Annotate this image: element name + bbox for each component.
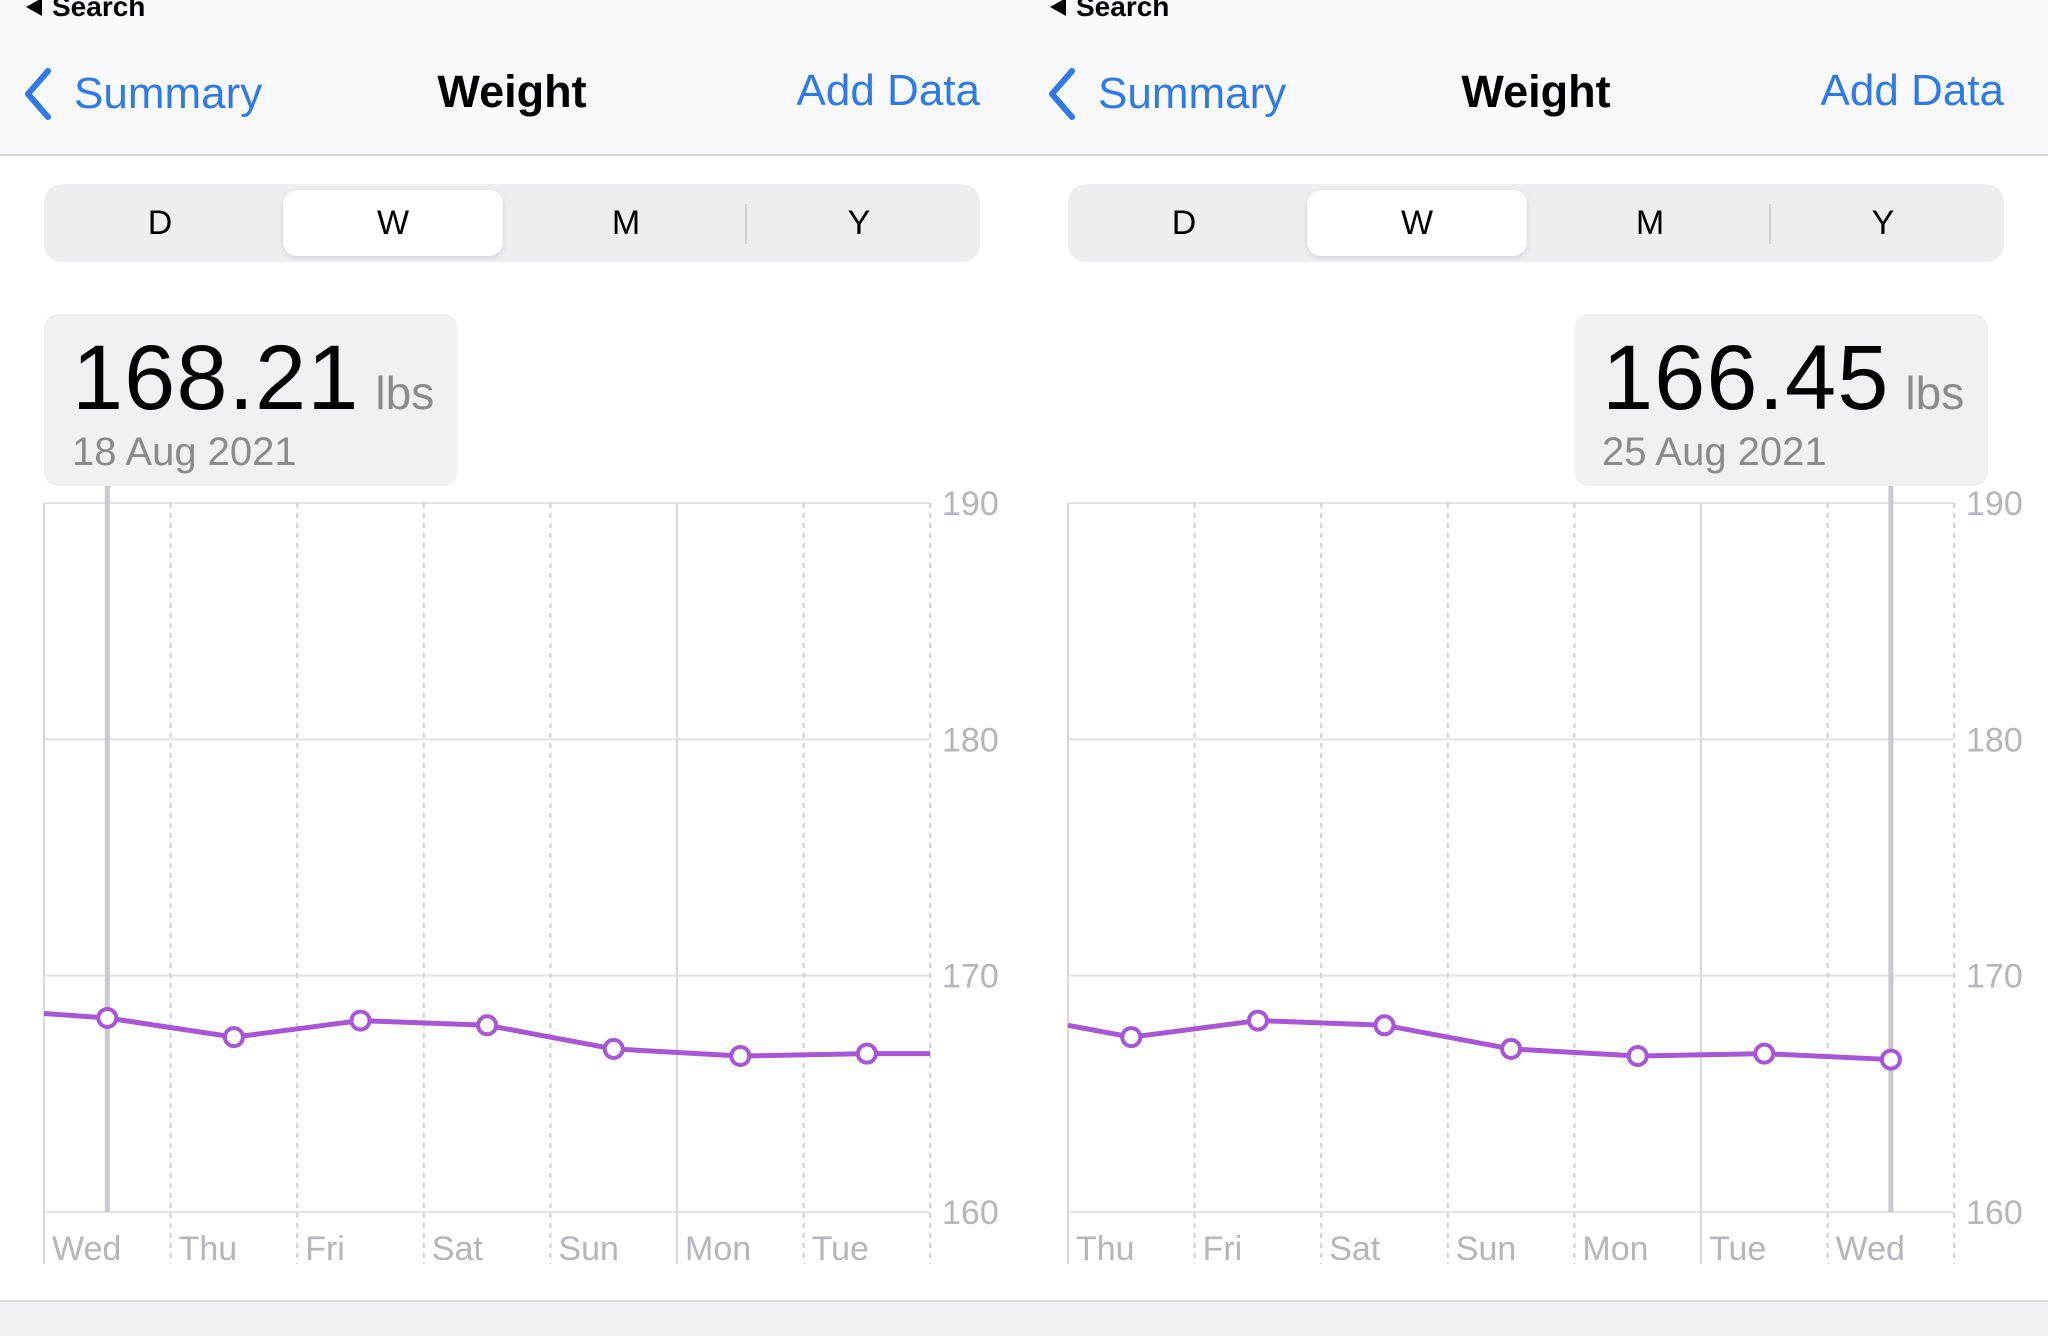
weight-value: 166.45 <box>1602 327 1890 429</box>
time-range-segmented-control: D W M Y <box>44 184 980 262</box>
back-button[interactable]: Summary <box>22 62 262 126</box>
data-point <box>602 1037 625 1060</box>
bottom-bar <box>0 1300 1024 1336</box>
chevron-left-icon <box>25 68 51 120</box>
x-tick-label: Mon <box>685 1230 751 1268</box>
weight-unit: lbs <box>1905 367 1965 419</box>
segment-month[interactable]: M <box>611 203 641 242</box>
back-triangle-icon <box>1050 0 1066 16</box>
data-point <box>349 1009 372 1032</box>
data-point <box>1120 1026 1143 1049</box>
data-point <box>1373 1014 1396 1037</box>
status-back-label: Search <box>52 0 146 22</box>
data-point <box>1246 1009 1269 1032</box>
y-tick-label: 180 <box>1966 721 2023 759</box>
data-point <box>222 1026 245 1049</box>
status-back-label: Search <box>1076 0 1170 22</box>
x-tick-label: Tue <box>812 1230 869 1268</box>
weight-chart[interactable]: 160 170 180 190 Thu Fri Sat Sun Mon Tue Wed <box>1024 0 2048 1300</box>
y-tick-label: 190 <box>1966 485 2023 523</box>
back-button-label: Summary <box>1098 69 1287 118</box>
time-range-segmented-control: D W M Y <box>1068 184 2004 262</box>
weight-chart[interactable]: 160 170 180 190 Wed Thu Fri Sat Sun Mon Tue <box>0 0 1024 1300</box>
bottom-bar <box>1024 1300 2048 1336</box>
weight-date: 25 Aug 2021 <box>1602 430 1827 474</box>
back-triangle-icon <box>26 0 42 16</box>
segment-divider <box>1769 204 1771 244</box>
weight-value: 168.21 <box>72 327 360 429</box>
y-tick-label: 190 <box>942 485 999 523</box>
weight-panel-right: Search Summary Weight Add Data D W M Y 1… <box>1024 0 2048 1336</box>
y-tick-label: 180 <box>942 721 999 759</box>
weight-unit: lbs <box>375 367 435 419</box>
chevron-left-icon <box>1049 68 1075 120</box>
x-tick-label: Sat <box>1329 1230 1381 1268</box>
segment-week[interactable]: W <box>283 190 503 256</box>
add-data-button[interactable]: Add Data <box>796 66 980 115</box>
y-tick-label: 170 <box>942 958 999 996</box>
segment-week[interactable]: W <box>1307 190 1527 256</box>
segment-day[interactable]: D <box>1171 203 1197 242</box>
x-tick-label: Fri <box>305 1230 345 1268</box>
x-tick-label: Sun <box>1456 1230 1517 1268</box>
segment-month[interactable]: M <box>1635 203 1665 242</box>
data-point <box>855 1042 878 1065</box>
data-point <box>1879 1048 1902 1071</box>
data-point <box>96 1006 119 1029</box>
data-point <box>1626 1045 1649 1068</box>
x-tick-label: Thu <box>179 1230 238 1268</box>
data-point <box>729 1045 752 1068</box>
back-button-label: Summary <box>74 69 263 118</box>
selected-value-readout: 168.21 lbs 18 Aug 2021 <box>44 314 458 486</box>
data-point <box>1753 1042 1776 1065</box>
y-tick-label: 160 <box>1966 1194 2023 1232</box>
segment-year[interactable]: Y <box>847 203 871 242</box>
x-tick-label: Tue <box>1709 1230 1766 1268</box>
segment-day[interactable]: D <box>147 203 173 242</box>
status-back-link[interactable]: Search <box>1050 0 1169 22</box>
x-tick-label: Thu <box>1076 1230 1135 1268</box>
weight-date: 18 Aug 2021 <box>72 430 297 474</box>
y-tick-label: 160 <box>942 1194 999 1232</box>
x-tick-label: Mon <box>1582 1230 1648 1268</box>
segment-divider <box>745 204 747 244</box>
x-tick-label: Sun <box>558 1230 619 1268</box>
selected-value-readout: 166.45 lbs 25 Aug 2021 <box>1574 314 1988 486</box>
x-tick-label: Wed <box>1836 1230 1905 1268</box>
status-back-link[interactable]: Search <box>26 0 145 22</box>
data-point <box>1500 1037 1523 1060</box>
segment-year[interactable]: Y <box>1871 203 1895 242</box>
x-tick-label: Sat <box>432 1230 484 1268</box>
add-data-button[interactable]: Add Data <box>1820 66 2004 115</box>
back-button[interactable]: Summary <box>1046 62 1286 126</box>
y-tick-label: 170 <box>1966 958 2023 996</box>
weight-panel-left: Search Summary Weight Add Data D W M Y 1… <box>0 0 1024 1336</box>
data-point <box>476 1014 499 1037</box>
x-tick-label: Fri <box>1203 1230 1243 1268</box>
x-tick-label: Wed <box>52 1230 121 1268</box>
weight-series-line <box>1067 1018 1892 1063</box>
